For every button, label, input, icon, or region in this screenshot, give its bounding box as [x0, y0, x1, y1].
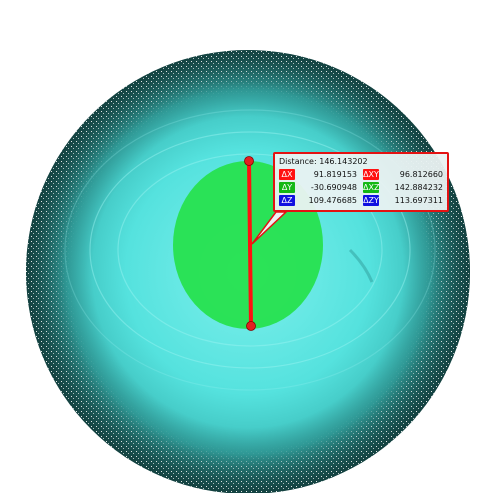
- delta-grid: ΔX 91.819153 ΔXY 96.812660 ΔY -30.690948…: [279, 168, 444, 207]
- mesh-ripples: [64, 109, 436, 391]
- delta-xy-badge: ΔXY: [363, 169, 379, 180]
- delta-zy-badge: ΔZY: [363, 195, 379, 206]
- delta-zy-value: 113.697311: [394, 196, 443, 205]
- measurement-callout: Distance: 146.143202 ΔX 91.819153 ΔXY 96…: [273, 152, 449, 212]
- delta-xy-value: 96.812660: [399, 170, 443, 179]
- measurement-line: [247, 160, 253, 327]
- delta-xz-badge: ΔXZ: [363, 182, 380, 193]
- distance-readout: Distance: 146.143202: [279, 156, 444, 168]
- distance-value: 146.143202: [319, 157, 368, 166]
- callout-pointer: [251, 211, 288, 245]
- delta-x-value: 91.819153: [313, 170, 357, 179]
- delta-x-badge: ΔX: [279, 169, 295, 180]
- delta-y-value: -30.690948: [310, 183, 357, 192]
- delta-z-badge: ΔZ: [279, 195, 295, 206]
- measurement-end-point[interactable]: [246, 321, 256, 331]
- mesh-dent: [348, 248, 374, 283]
- measurement-start-point[interactable]: [244, 156, 254, 166]
- distance-label: Distance:: [279, 157, 317, 166]
- delta-z-value: 109.476685: [308, 196, 357, 205]
- delta-y-badge: ΔY: [279, 182, 295, 193]
- delta-xz-value: 142.884232: [394, 183, 443, 192]
